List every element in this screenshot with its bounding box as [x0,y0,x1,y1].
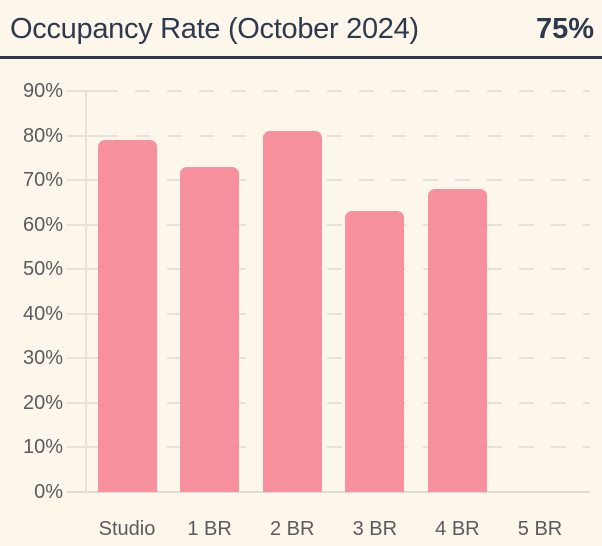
bar-3-br [345,211,405,492]
y-axis-label: 10% [22,436,63,459]
y-axis-label: 40% [22,302,63,325]
x-axis-label-2-br: 2 BR [269,518,315,540]
chart-title: Occupancy Rate (October 2024) [10,13,419,45]
bar-studio [97,140,157,492]
x-axis-label-1-br: 1 BR [187,518,232,540]
x-axis-label-4-br: 4 BR [435,518,480,540]
y-axis-label: 90% [22,80,63,102]
header-divider [0,56,602,59]
y-axis-label: 20% [22,391,63,414]
occupancy-bar-chart: 0% 10% 20% 30% 40% 50% 60% 70% 80% 90% Studio 1 BR 2… [0,60,602,546]
bar-1-br [180,166,240,492]
y-axis-label: 30% [22,347,63,370]
x-axis-baseline [67,491,590,493]
y-axis-label: 50% [22,258,63,281]
gridline [103,134,590,137]
y-axis-label: 70% [22,169,63,192]
x-axis-label-studio: Studio [98,518,156,540]
y-axis-label: 0% [34,481,63,503]
gridline [103,90,590,92]
occupancy-rate-value: 75% [535,13,594,45]
bar-2-br [262,131,322,492]
bar-4-br [427,189,487,492]
y-axis-line [85,91,87,494]
y-axis-label: 60% [22,213,63,236]
card-header: Occupancy Rate (October 2024) 75% [0,0,602,56]
gridline [103,179,590,182]
x-axis-label-5-br: 5 BR [517,518,563,540]
y-axis-label: 80% [22,124,63,147]
x-axis-label-3-br: 3 BR [352,518,398,540]
